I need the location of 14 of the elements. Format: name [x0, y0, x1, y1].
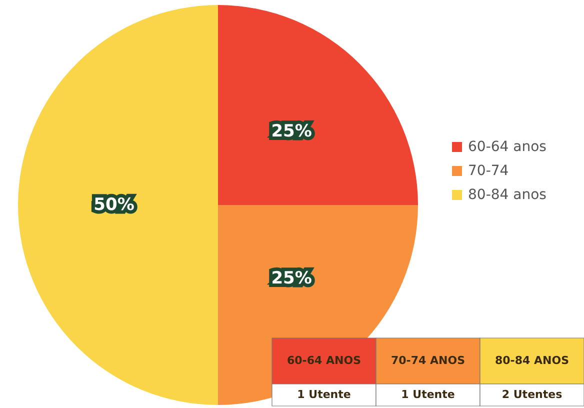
- pie-slice: [18, 5, 218, 405]
- data-label: 25%: [271, 121, 312, 142]
- text: 70-74 ANOS: [390, 354, 466, 367]
- legend-label: 70-74: [468, 163, 509, 179]
- data-label: 25%: [271, 268, 312, 289]
- text: 1 Utente: [297, 388, 351, 401]
- legend-label: 80-84 anos: [468, 187, 546, 203]
- text: 80-84 ANOS: [494, 354, 570, 367]
- pie-slice: [218, 5, 418, 205]
- text: 2 Utentes: [502, 388, 563, 401]
- text: 1 Utente: [401, 388, 455, 401]
- legend-label: 60-64 anos: [468, 139, 546, 155]
- text: 60-64 ANOS: [286, 354, 362, 367]
- data-label: 50%: [94, 195, 134, 215]
